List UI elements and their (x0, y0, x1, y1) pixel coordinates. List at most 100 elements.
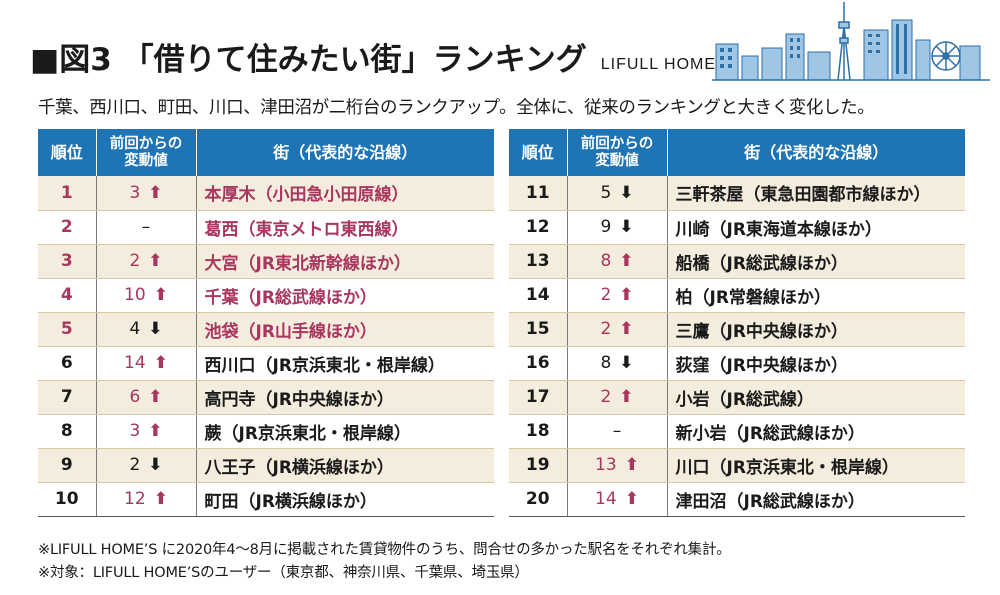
table-row: 3 2 ⬆ 大宮（JR東北新幹線ほか） (38, 244, 494, 279)
table-row: 19 13 ⬆ 川口（JR京浜東北・根岸線） (509, 448, 965, 483)
arrow-up-icon: ⬆ (619, 387, 634, 407)
rank-cell: 19 (509, 448, 568, 483)
change-value: 14 (595, 489, 617, 509)
table-row: 9 2 ⬇ 八王子（JR横浜線ほか） (38, 448, 494, 483)
change-cell: 9 ⬇ (567, 210, 668, 245)
town-cell: 八王子（JR横浜線ほか） (196, 448, 494, 483)
change-value: – (612, 421, 622, 441)
table-row: 15 2 ⬆ 三鷹（JR中央線ほか） (509, 312, 965, 347)
header-rank: 順位 (38, 129, 97, 176)
town-cell: 三軒茶屋（東急田園都市線ほか） (667, 176, 965, 211)
table-row: 1 3 ⬆ 本厚木（小田急小田原線） (38, 176, 494, 211)
change-cell: – (96, 210, 197, 245)
table-row: 14 2 ⬆ 柏（JR常磐線ほか） (509, 278, 965, 313)
arrow-down-icon: ⬇ (148, 319, 163, 339)
town-cell: 池袋（JR山手線ほか） (196, 312, 494, 347)
table-row: 20 14 ⬆ 津田沼（JR総武線ほか） (509, 482, 965, 517)
change-value: – (141, 217, 151, 237)
header-town: 街（代表的な沿線） (667, 129, 965, 176)
table-row: 2 – 葛西（東京メトロ東西線） (38, 210, 494, 245)
table-row: 12 9 ⬇ 川崎（JR東海道本線ほか） (509, 210, 965, 245)
change-cell: 14 ⬆ (96, 346, 197, 381)
change-cell: 2 ⬆ (96, 244, 197, 279)
change-cell: 6 ⬆ (96, 380, 197, 415)
rank-cell: 14 (509, 278, 568, 313)
change-cell: 2 ⬆ (567, 312, 668, 347)
rank-cell: 16 (509, 346, 568, 381)
change-cell: 4 ⬇ (96, 312, 197, 347)
footnote-target: ※対象：LIFULL HOME’Sのユーザー（東京都、神奈川県、千葉県、埼玉県） (38, 565, 529, 581)
arrow-up-icon: ⬆ (148, 387, 163, 407)
change-cell: 12 ⬆ (96, 482, 197, 517)
brand-name: LIFULL HOME’S (600, 56, 733, 73)
rank-cell: 6 (38, 346, 97, 381)
table-row: 8 3 ⬆ 蕨（JR京浜東北・根岸線） (38, 414, 494, 449)
change-cell: 2 ⬇ (96, 448, 197, 483)
table-row: 17 2 ⬆ 小岩（JR総武線） (509, 380, 965, 415)
change-value: 12 (124, 489, 146, 509)
table-row: 6 14 ⬆ 西川口（JR京浜東北・根岸線） (38, 346, 494, 381)
change-value: 2 (129, 455, 141, 475)
ranking-rows-left: 1 3 ⬆ 本厚木（小田急小田原線） 2– 葛西（東京メトロ東西線） 3 2 ⬆ 大宮（JR東北新… (38, 176, 494, 517)
change-cell: 3 ⬆ (96, 176, 197, 211)
town-cell: 三鷹（JR中央線ほか） (667, 312, 965, 347)
change-value: 6 (129, 387, 141, 407)
header-change: 前回からの 変動値 (567, 129, 668, 176)
arrow-up-icon: ⬆ (624, 455, 639, 475)
figure-header: ■図3 「借りて住みたい街」ランキング LIFULL HOME’S (30, 30, 732, 80)
header-change: 前回からの 変動値 (96, 129, 197, 176)
figure-title: ■図3 「借りて住みたい街」ランキング (30, 42, 587, 78)
table-row: 4 10 ⬆ 千葉（JR総武線ほか） (38, 278, 494, 313)
table-header-row: 順位 前回からの 変動値 街（代表的な沿線） (38, 129, 494, 176)
rank-cell: 8 (38, 414, 97, 449)
rank-cell: 11 (509, 176, 568, 211)
change-cell: 10 ⬆ (96, 278, 197, 313)
rank-cell: 10 (38, 482, 97, 517)
header-change-line1: 前回からの (580, 135, 654, 152)
change-value: 2 (129, 251, 141, 271)
table-row: 18 – 新小岩（JR総武線ほか） (509, 414, 965, 449)
change-cell: – (567, 414, 668, 449)
arrow-up-icon: ⬆ (619, 285, 634, 305)
town-cell: 荻窪（JR中央線ほか） (667, 346, 965, 381)
header-change-line1: 前回からの (109, 135, 183, 152)
change-cell: 8 ⬆ (567, 244, 668, 279)
arrow-up-icon: ⬆ (619, 319, 634, 339)
arrow-up-icon: ⬆ (153, 285, 168, 305)
rank-cell: 4 (38, 278, 97, 313)
arrow-down-icon: ⬇ (148, 455, 163, 475)
rank-cell: 20 (509, 482, 568, 517)
town-cell: 葛西（東京メトロ東西線） (196, 210, 494, 245)
arrow-down-icon: ⬇ (619, 217, 634, 237)
rank-cell: 18 (509, 414, 568, 449)
arrow-up-icon: ⬆ (148, 421, 163, 441)
header-rank: 順位 (509, 129, 568, 176)
change-value: 9 (600, 217, 612, 237)
change-cell: 8 ⬇ (567, 346, 668, 381)
rank-cell: 9 (38, 448, 97, 483)
town-cell: 小岩（JR総武線） (667, 380, 965, 415)
arrow-up-icon: ⬆ (153, 353, 168, 373)
change-value: 2 (600, 285, 612, 305)
arrow-up-icon: ⬆ (153, 489, 168, 509)
town-cell: 大宮（JR東北新幹線ほか） (196, 244, 494, 279)
rank-cell: 13 (509, 244, 568, 279)
town-cell: 川口（JR京浜東北・根岸線） (667, 448, 965, 483)
town-cell: 津田沼（JR総武線ほか） (667, 482, 965, 517)
change-value: 5 (600, 182, 612, 203)
table-row: 13 8 ⬆ 船橋（JR総武線ほか） (509, 244, 965, 279)
ranking-table-left: 順位 前回からの 変動値 街（代表的な沿線） 1 3 ⬆ 本厚木（小田急小田原線） 2–… (38, 129, 494, 517)
footnote-source: ※LIFULL HOME’S に2020年4～8月に掲載された賃貸物件のうち、問… (38, 542, 731, 558)
change-cell: 14 ⬆ (567, 482, 668, 517)
arrow-down-icon: ⬇ (619, 182, 634, 203)
town-cell: 本厚木（小田急小田原線） (196, 176, 494, 211)
change-cell: 5 ⬇ (567, 176, 668, 211)
arrow-down-icon: ⬇ (619, 353, 634, 373)
rank-cell: 15 (509, 312, 568, 347)
change-value: 8 (600, 353, 612, 373)
table-row: 7 6 ⬆ 高円寺（JR中央線ほか） (38, 380, 494, 415)
rank-cell: 17 (509, 380, 568, 415)
table-row: 11 5 ⬇ 三軒茶屋（東急田園都市線ほか） (509, 176, 965, 211)
change-value: 4 (129, 319, 141, 339)
rank-cell: 1 (38, 176, 97, 211)
